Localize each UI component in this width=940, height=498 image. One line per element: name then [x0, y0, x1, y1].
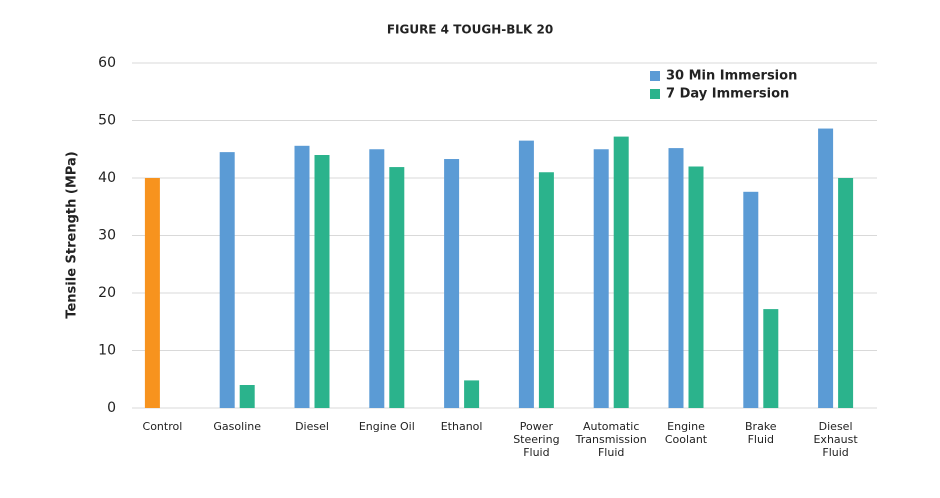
y-tick-label: 30 — [98, 228, 116, 244]
x-tick-label: Steering — [513, 433, 559, 446]
bar — [518, 140, 534, 408]
x-tick-label: Coolant — [665, 433, 708, 446]
x-tick-label: Fluid — [822, 446, 848, 459]
y-tick-label: 60 — [98, 55, 116, 71]
bar — [144, 178, 160, 408]
x-tick-label: Power — [520, 420, 554, 433]
bar — [219, 152, 235, 408]
y-axis-label: Tensile Strength (MPa) — [65, 151, 80, 318]
x-tick-label: Brake — [745, 420, 777, 433]
y-tick-label: 0 — [107, 400, 116, 416]
bar — [688, 166, 704, 408]
x-tick-label: Fluid — [523, 446, 549, 459]
x-tick-label: Engine — [667, 420, 705, 433]
bar — [389, 167, 405, 408]
x-tick-label: Diesel — [295, 420, 329, 433]
legend-swatch — [650, 71, 660, 81]
x-tick-label: Ethanol — [441, 420, 483, 433]
bar — [444, 159, 460, 408]
bar — [668, 148, 684, 408]
x-tick-label: Engine Oil — [359, 420, 415, 433]
x-tick-label: Gasoline — [213, 420, 261, 433]
bar — [743, 191, 759, 408]
y-tick-label: 50 — [98, 113, 116, 129]
bar — [593, 149, 609, 408]
y-tick-label: 10 — [98, 343, 116, 359]
x-tick-label: Transmission — [575, 433, 647, 446]
bar — [538, 172, 554, 408]
x-tick-label: Automatic — [583, 420, 639, 433]
y-tick-label: 20 — [98, 285, 116, 301]
bar — [369, 149, 385, 408]
x-tick-label: Diesel — [819, 420, 853, 433]
bar — [763, 309, 779, 408]
bar — [294, 145, 310, 409]
legend-swatch — [650, 89, 660, 99]
bar — [314, 155, 330, 408]
x-tick-label: Fluid — [598, 446, 624, 459]
bar — [464, 380, 480, 408]
legend-label: 30 Min Immersion — [666, 69, 797, 84]
chart-title: FIGURE 4 TOUGH-BLK 20 — [387, 23, 553, 37]
bar — [239, 385, 255, 408]
x-tick-label: Control — [143, 420, 183, 433]
x-tick-label: Exhaust — [813, 433, 858, 446]
bar — [613, 136, 629, 408]
legend-label: 7 Day Immersion — [666, 87, 789, 102]
y-tick-label: 40 — [98, 170, 116, 186]
bar — [838, 178, 854, 408]
x-tick-label: Fluid — [748, 433, 774, 446]
bar — [818, 128, 834, 409]
